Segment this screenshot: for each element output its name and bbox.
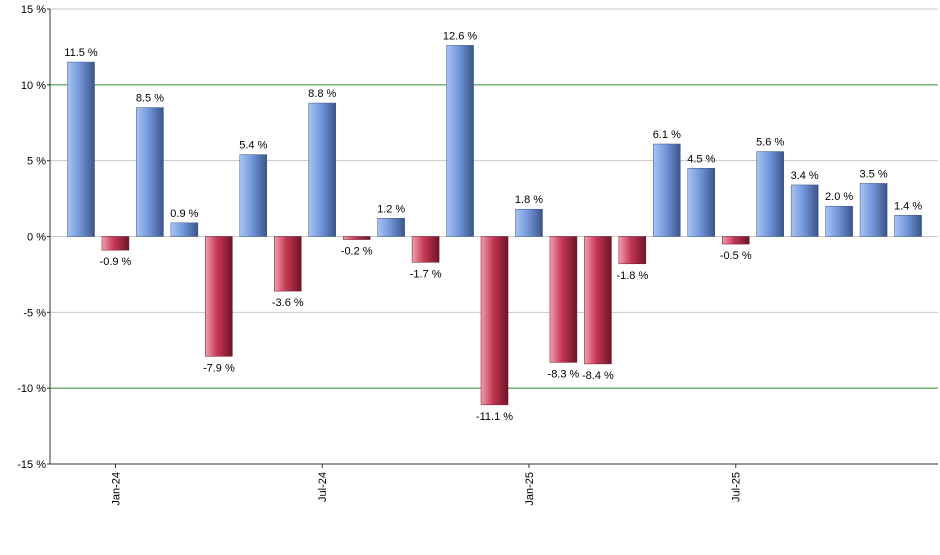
bar xyxy=(756,151,784,237)
value-label: -0.5 % xyxy=(720,250,752,262)
bar xyxy=(721,236,750,245)
bar xyxy=(136,107,164,237)
value-label: 2.0 % xyxy=(825,191,853,203)
y-tick-label: -5 % xyxy=(23,307,46,319)
value-label: 12.6 % xyxy=(443,30,477,42)
bar xyxy=(584,236,612,365)
value-label: 5.4 % xyxy=(239,140,267,152)
bar xyxy=(308,102,336,237)
value-label: -0.2 % xyxy=(341,246,373,258)
bar xyxy=(653,143,681,237)
value-label: -3.6 % xyxy=(272,297,304,309)
bar xyxy=(101,236,130,251)
value-label: 11.5 % xyxy=(64,47,98,59)
bar xyxy=(274,236,302,292)
bar xyxy=(790,184,819,237)
value-label: 8.8 % xyxy=(308,88,336,100)
bar xyxy=(67,61,95,237)
bar xyxy=(411,236,440,263)
value-label: 1.8 % xyxy=(515,194,543,206)
y-tick-label: -15 % xyxy=(17,459,46,471)
value-label: 5.6 % xyxy=(756,137,784,149)
bar xyxy=(446,45,474,237)
y-tick-label: 0 % xyxy=(27,232,46,244)
value-label: 1.2 % xyxy=(377,203,405,215)
x-tick-label: Jan-25 xyxy=(524,472,536,506)
x-tick-label: Jul-24 xyxy=(317,472,329,502)
value-label: 3.5 % xyxy=(860,168,888,180)
bar xyxy=(205,236,233,357)
y-tick-label: 15 % xyxy=(21,4,46,16)
bar xyxy=(618,236,647,265)
bar xyxy=(515,208,543,237)
bar xyxy=(480,236,509,406)
value-label: -8.4 % xyxy=(582,370,614,382)
value-label: 0.9 % xyxy=(170,208,198,220)
value-label: 3.4 % xyxy=(791,170,819,182)
y-tick-label: 10 % xyxy=(21,80,46,92)
bar xyxy=(239,154,268,237)
bar xyxy=(859,183,888,237)
bar xyxy=(687,168,716,237)
value-label: -11.1 % xyxy=(476,411,513,423)
x-tick-label: Jan-24 xyxy=(110,472,122,506)
bar xyxy=(825,205,853,237)
value-label: 4.5 % xyxy=(687,153,715,165)
value-label: 6.1 % xyxy=(653,129,681,141)
y-tick-label: -10 % xyxy=(17,383,46,395)
value-label: 1.4 % xyxy=(894,200,922,212)
bar xyxy=(377,218,405,237)
value-label: -1.8 % xyxy=(616,270,648,282)
x-tick-label: Jul-25 xyxy=(731,472,743,502)
value-label: -7.9 % xyxy=(203,362,235,374)
value-label: -1.7 % xyxy=(410,268,442,280)
bar xyxy=(894,215,922,237)
value-label: -8.3 % xyxy=(548,368,580,380)
y-tick-label: 5 % xyxy=(27,156,46,168)
bar xyxy=(170,222,199,237)
bar xyxy=(342,236,371,240)
value-label: 8.5 % xyxy=(136,93,164,105)
value-label: -0.9 % xyxy=(100,256,132,268)
bar xyxy=(549,236,578,363)
